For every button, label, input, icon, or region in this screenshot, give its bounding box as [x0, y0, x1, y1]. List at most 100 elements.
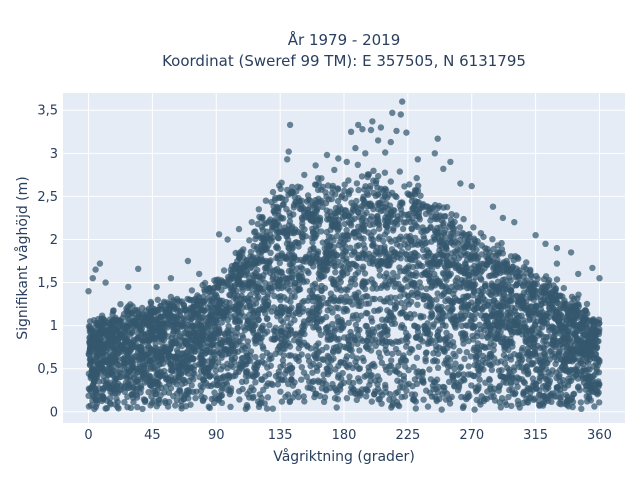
data-point [137, 389, 144, 396]
data-point [401, 183, 408, 190]
data-point [99, 385, 107, 392]
data-point [446, 400, 454, 407]
data-point [466, 230, 473, 238]
data-point [289, 312, 297, 319]
data-point [348, 199, 355, 206]
data-point [227, 403, 234, 410]
data-point [319, 380, 326, 387]
data-point [208, 341, 216, 348]
data-point [426, 278, 434, 286]
data-point [391, 249, 398, 256]
data-point [541, 373, 549, 380]
data-point [426, 366, 433, 373]
data-point [412, 222, 419, 229]
data-point [452, 239, 459, 246]
data-point [359, 195, 367, 203]
data-point [530, 331, 537, 338]
data-point [300, 393, 307, 400]
data-point [369, 202, 376, 209]
data-point [398, 284, 405, 291]
data-point [420, 396, 427, 403]
data-point [455, 384, 463, 391]
data-point [336, 224, 343, 231]
data-point [113, 395, 120, 402]
data-point [331, 166, 338, 174]
data-point [542, 337, 549, 345]
data-point [363, 386, 370, 394]
data-point [367, 347, 375, 354]
data-point [363, 337, 371, 345]
data-point [269, 275, 276, 283]
data-point [533, 293, 540, 300]
data-point [224, 360, 231, 367]
data-point [446, 362, 454, 370]
data-point [475, 385, 482, 392]
data-point [242, 405, 249, 412]
data-point [555, 373, 563, 381]
data-point [355, 365, 363, 373]
data-point [231, 306, 239, 313]
data-point [236, 396, 243, 403]
data-point [260, 220, 268, 228]
data-point [552, 344, 559, 351]
data-point [492, 335, 499, 342]
data-point [86, 361, 94, 368]
data-point [274, 346, 281, 353]
data-point [432, 379, 439, 386]
data-point [447, 307, 455, 314]
data-point [434, 332, 441, 339]
data-point [172, 402, 179, 409]
data-point [365, 171, 373, 178]
data-point [246, 324, 253, 332]
data-point [195, 343, 202, 350]
data-point [299, 216, 306, 223]
data-point [252, 289, 260, 297]
data-point [538, 369, 545, 376]
data-point [532, 311, 539, 318]
data-point [297, 331, 304, 339]
data-point [374, 213, 381, 220]
data-point [88, 384, 95, 391]
data-point [264, 328, 271, 335]
data-point [332, 269, 339, 276]
data-point [136, 384, 143, 391]
data-point [412, 405, 419, 412]
data-point [471, 406, 478, 413]
data-point [185, 395, 192, 402]
data-point [246, 311, 253, 318]
data-point [355, 375, 362, 382]
data-point [318, 287, 325, 295]
data-point [433, 275, 440, 282]
data-point [255, 332, 262, 339]
data-point [148, 393, 155, 400]
data-point [278, 228, 285, 235]
data-point [398, 393, 405, 401]
data-point [574, 311, 581, 318]
data-point [173, 347, 181, 354]
data-point [536, 325, 543, 332]
data-point [239, 249, 246, 257]
data-point [289, 188, 296, 196]
data-point [150, 364, 157, 371]
data-point [117, 334, 125, 341]
data-point [298, 364, 305, 371]
data-point [529, 386, 537, 393]
data-point [134, 365, 141, 372]
data-point [382, 248, 389, 255]
data-point [575, 383, 582, 390]
data-point [351, 249, 358, 256]
data-point [136, 354, 144, 361]
data-point [285, 380, 292, 388]
data-point [405, 333, 412, 340]
data-point [348, 332, 355, 339]
data-point [345, 177, 352, 184]
data-point [394, 273, 401, 280]
data-point [478, 242, 485, 249]
data-point [275, 208, 282, 215]
data-point [300, 318, 308, 325]
data-point [312, 390, 319, 398]
data-point [275, 255, 282, 262]
data-point [200, 313, 207, 321]
data-point [106, 338, 113, 345]
data-point [570, 390, 578, 397]
